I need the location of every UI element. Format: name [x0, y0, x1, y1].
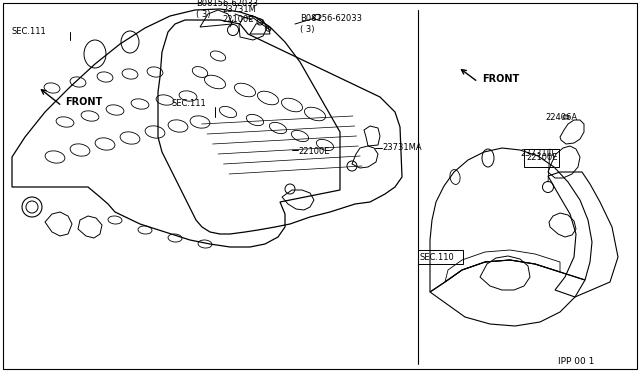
- Text: B08156-62033
( 3): B08156-62033 ( 3): [196, 0, 258, 19]
- Text: 23731M: 23731M: [222, 4, 256, 13]
- Text: 22406A: 22406A: [545, 112, 577, 122]
- Text: SEC.111: SEC.111: [12, 28, 47, 36]
- Text: 22100E: 22100E: [298, 148, 330, 157]
- Text: B08156-62033
( 3): B08156-62033 ( 3): [300, 14, 362, 34]
- Text: 22100E: 22100E: [526, 154, 557, 163]
- Text: SEC.110: SEC.110: [420, 253, 455, 262]
- Text: SEC.111: SEC.111: [172, 99, 207, 109]
- Text: 23731MA: 23731MA: [382, 144, 422, 153]
- Bar: [418, 250, 463, 264]
- Text: IPP 00 1: IPP 00 1: [558, 357, 595, 366]
- Bar: [524, 149, 559, 167]
- Text: FRONT: FRONT: [65, 97, 102, 107]
- Text: 22100E: 22100E: [222, 16, 253, 25]
- Text: FRONT: FRONT: [482, 74, 519, 84]
- Text: 23731LT: 23731LT: [520, 150, 555, 158]
